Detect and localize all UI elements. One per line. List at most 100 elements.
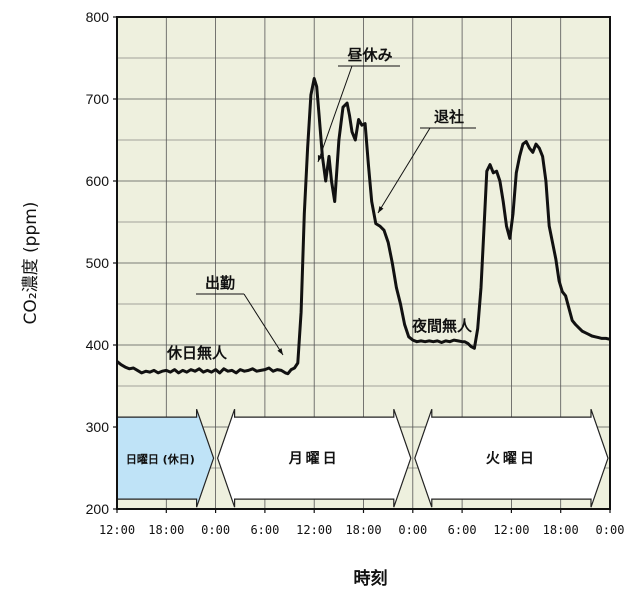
data-point [449,341,451,343]
data-point [480,287,482,289]
data-point [227,370,229,372]
x-tick-label: 0:00 [596,523,625,537]
data-point [367,164,370,166]
data-point [558,280,560,282]
data-point [424,341,426,343]
day-band-monday [216,408,412,508]
x-tick-label: 0:00 [398,523,427,537]
data-point [463,341,466,343]
data-point [505,225,508,227]
data-point [467,342,469,344]
day-band-sunday [116,408,215,508]
data-point [502,200,504,203]
data-point [574,323,577,326]
data-point [219,372,221,374]
data-point [361,124,363,126]
y-tick-label: 300 [86,419,110,435]
data-point [297,362,299,364]
data-point [383,229,385,231]
data-point [310,94,312,96]
data-point [399,303,402,305]
data-point [578,327,580,329]
y-tick-label: 200 [86,501,110,517]
data-point [342,106,344,108]
data-point [522,143,524,145]
annotation-leave: 退社 [434,108,464,126]
data-point [157,372,159,374]
data-point [416,341,418,343]
data-point [287,373,289,375]
data-point [457,340,459,342]
data-point [538,147,540,149]
data-point [307,147,309,149]
data-point [545,180,547,182]
data-point [565,295,567,297]
data-point [492,172,494,174]
data-point [371,200,373,203]
data-point [338,139,340,141]
data-point [313,77,315,80]
data-point [169,371,172,373]
data-point [316,86,318,88]
data-point [571,319,573,321]
annotation-arrive-leader-head [277,348,283,355]
data-point [584,332,586,334]
data-point [542,155,544,157]
data-point [206,369,208,372]
annotation-lunch: 昼休み [347,46,392,64]
data-point [173,369,176,371]
data-point [528,147,531,149]
annotation-holiday-empty: 休日無人 [166,344,228,362]
data-point [132,367,135,369]
data-point [486,170,488,172]
data-point [293,367,296,369]
co2-series-line [116,77,611,376]
data-point [268,367,270,369]
data-point [588,333,590,335]
data-point [280,369,282,372]
data-point [601,337,603,340]
data-point [489,164,491,166]
data-point [525,141,527,143]
data-point [124,366,126,368]
x-tick-label: 0:00 [201,523,230,537]
y-tick-label: 500 [86,255,110,271]
data-point [194,370,196,372]
annotation-lunch-leader-head [317,155,323,162]
data-point [597,337,600,339]
data-point [186,371,188,373]
data-point [247,369,250,372]
data-point [561,291,563,293]
data-point [190,369,192,371]
day-label-sunday: 日曜日 (休日) [126,452,195,466]
data-point [141,372,143,374]
annotation-leave-leader-head [378,206,384,213]
annotation-leave-leader [377,127,431,214]
y-tick-label: 800 [86,9,110,25]
data-point [357,118,360,121]
x-tick-label: 12:00 [493,523,529,537]
data-point [387,241,389,244]
data-point [395,287,397,289]
data-point [408,336,410,338]
data-point [440,341,443,344]
x-tick-label: 6:00 [250,523,279,537]
data-point [519,155,521,157]
data-point [348,114,351,116]
data-point [403,323,406,326]
data-point [284,372,287,374]
y-axis-title: CO₂濃度 (ppm) [21,202,41,325]
data-point [260,369,262,372]
data-point [235,372,237,374]
data-point [432,341,434,343]
x-tick-label: 18:00 [148,523,184,537]
x-tick-label: 6:00 [448,523,477,537]
data-point [300,311,302,313]
data-point [499,180,501,182]
day-label-monday: 月曜日 [288,451,340,467]
data-point [290,369,292,371]
data-point [483,221,485,223]
x-tick-label: 18:00 [345,523,381,537]
day-label-tuesday: 火曜日 [486,451,537,467]
